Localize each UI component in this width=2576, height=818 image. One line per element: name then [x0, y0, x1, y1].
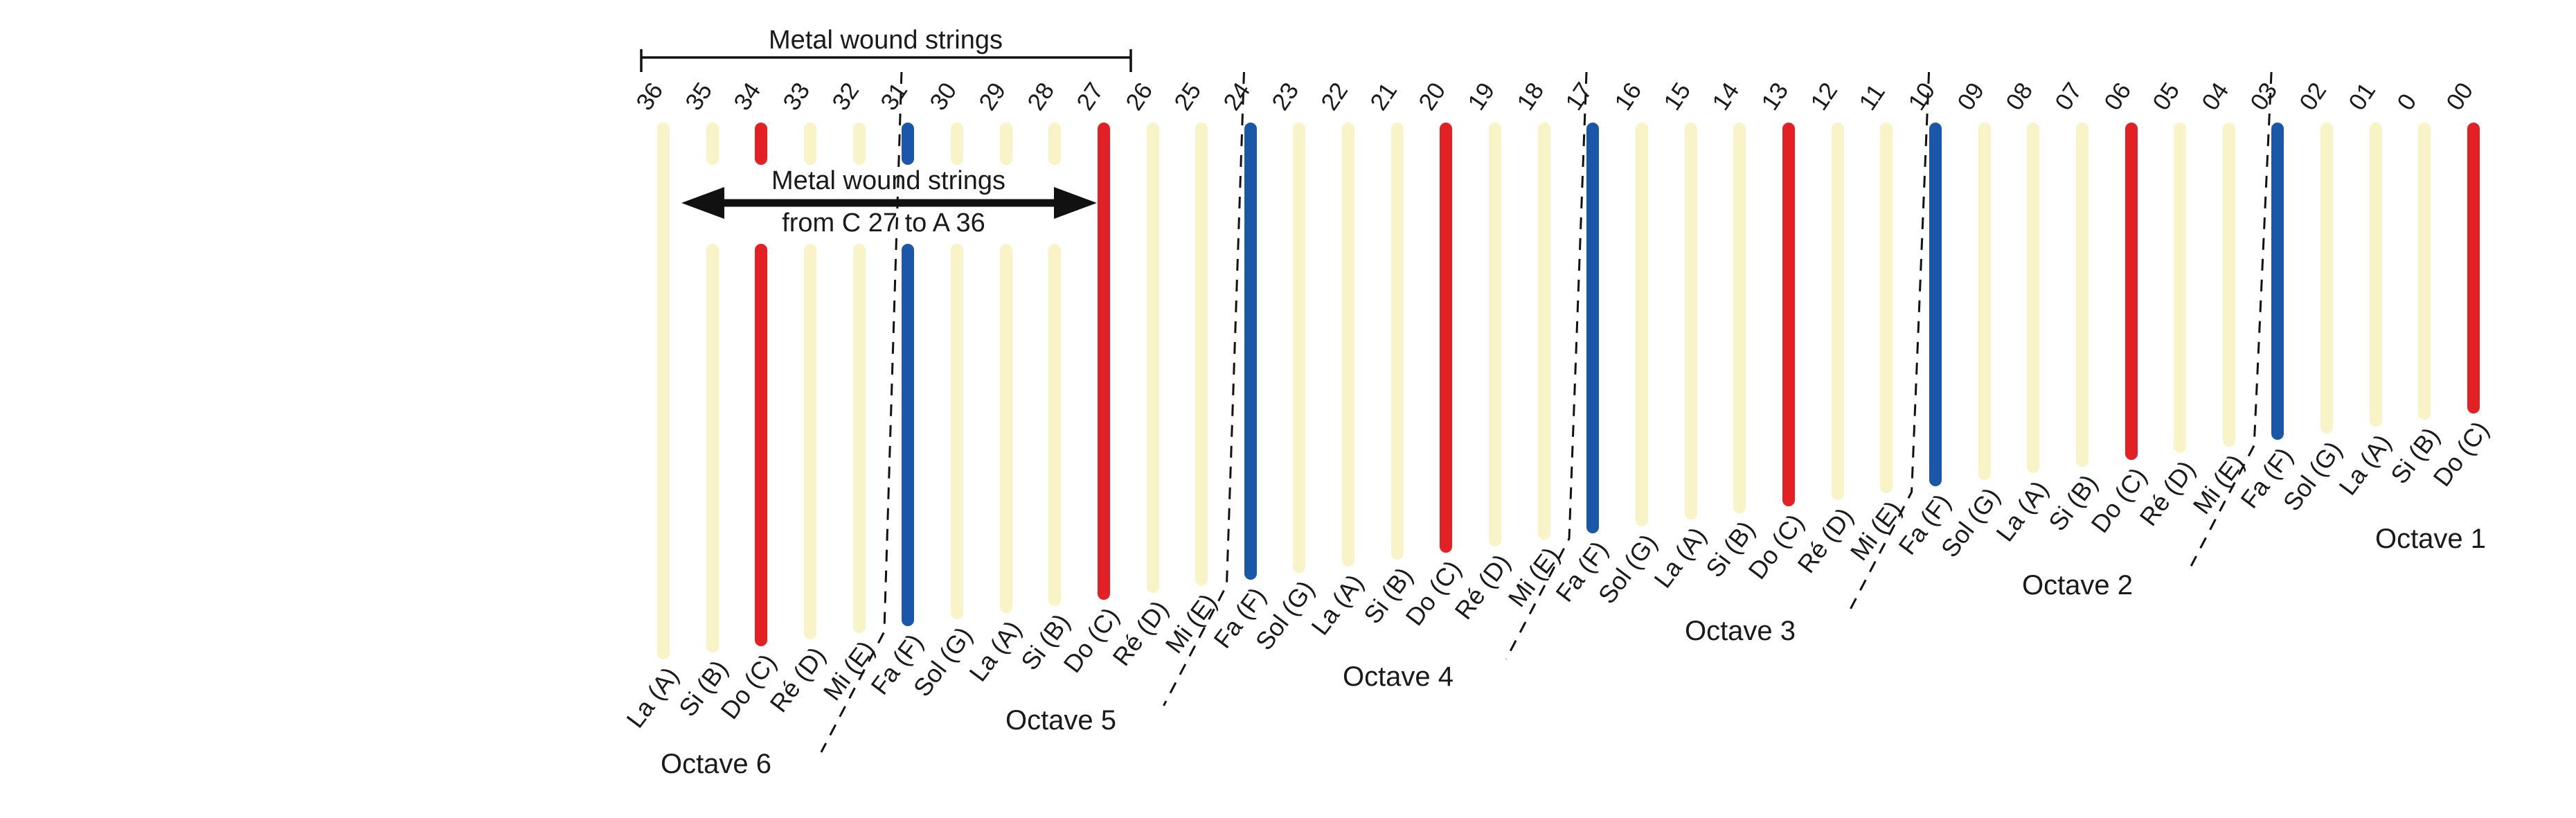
string-bar-34-stub [755, 123, 768, 165]
string-bar-02 [2320, 123, 2334, 434]
octave-label-4: Octave 4 [1342, 661, 1454, 692]
string-bar-29-stub [999, 123, 1012, 165]
string-bar-00 [2467, 123, 2480, 414]
string-bar-35-stub [706, 123, 719, 165]
string-bar-07 [2075, 123, 2088, 467]
string-bar-35 [706, 244, 719, 653]
string-bar-19 [1489, 123, 1502, 546]
string-bar-12 [1831, 123, 1844, 500]
octave-label-2: Octave 2 [2021, 570, 2134, 601]
octave-divider-6-5 [820, 71, 903, 753]
octave-divider-4-3 [1505, 71, 1588, 660]
string-bar-0 [2418, 123, 2431, 420]
string-bar-17 [1586, 123, 1600, 533]
string-bar-28-stub [1048, 123, 1062, 165]
string-bar-15 [1684, 123, 1697, 520]
string-bar-06 [2125, 123, 2138, 460]
string-bar-30-stub [950, 123, 963, 165]
string-bar-20 [1440, 123, 1453, 553]
string-bar-10 [1929, 123, 1942, 487]
string-bar-36 [657, 123, 670, 659]
metal-wound-strings-bracket [640, 49, 1132, 72]
octave-divider-3-2 [1848, 71, 1931, 614]
string-bar-34 [755, 244, 768, 646]
string-bar-22 [1342, 123, 1355, 567]
string-bar-32-stub [852, 123, 866, 165]
octave-label-6: Octave 6 [660, 749, 772, 779]
string-bar-16 [1636, 123, 1648, 526]
string-bar-08 [2027, 123, 2040, 474]
string-bar-25 [1195, 123, 1208, 587]
string-bar-04 [2222, 123, 2235, 447]
string-bar-18 [1537, 123, 1550, 540]
octave-label-5: Octave 5 [1005, 705, 1117, 736]
string-bar-09 [1978, 123, 1991, 480]
octave-divider-5-4 [1163, 71, 1245, 706]
range-arrow-head-right [1054, 187, 1097, 219]
string-bar-21 [1390, 123, 1404, 560]
octave-label-3: Octave 3 [1684, 616, 1796, 646]
string-bar-23 [1293, 123, 1306, 574]
string-bar-26 [1146, 123, 1159, 593]
string-bar-14 [1733, 123, 1746, 513]
string-bar-13 [1782, 123, 1795, 507]
string-bar-27 [1097, 123, 1110, 600]
arrow-label-top: Metal wound strings [771, 166, 1005, 195]
string-bar-30 [950, 244, 963, 620]
string-bar-05 [2174, 123, 2187, 454]
string-bar-11 [1880, 123, 1893, 493]
octave-label-1: Octave 1 [2374, 524, 2487, 554]
string-bar-29 [999, 244, 1012, 613]
string-bar-32 [852, 244, 866, 633]
string-bar-31 [902, 244, 915, 626]
bracket-label: Metal wound strings [769, 26, 1003, 55]
string-bar-28 [1048, 244, 1062, 607]
range-arrow-head-left [681, 187, 724, 219]
string-bar-31-stub [902, 123, 915, 165]
octave-divider-2-1 [2190, 71, 2273, 567]
string-bar-33 [803, 244, 816, 640]
arrow-label-bottom: from C 27 to A 36 [782, 208, 985, 238]
string-bar-03 [2271, 123, 2284, 441]
string-bar-24 [1244, 123, 1257, 580]
string-bar-01 [2369, 123, 2382, 427]
string-bar-33-stub [803, 123, 816, 165]
